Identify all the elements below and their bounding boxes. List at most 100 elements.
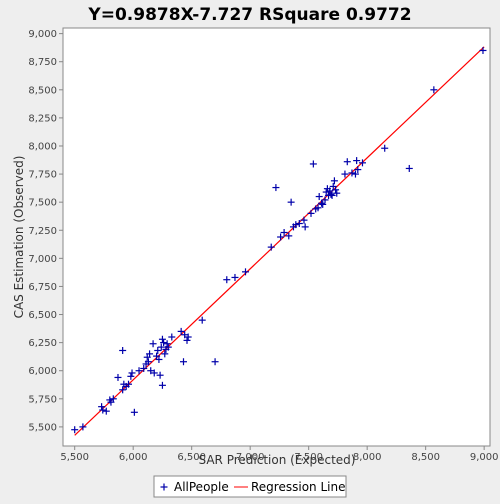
data-point	[161, 350, 169, 358]
data-point	[330, 177, 338, 185]
data-point	[125, 380, 133, 388]
data-point	[155, 355, 163, 363]
data-point	[301, 223, 309, 231]
y-axis: 5,500 5,750 6,000 6,250 6,500 6,750 7,000 7,250…	[28, 29, 63, 433]
data-point	[292, 221, 300, 229]
x-tick-label: 8,000	[353, 452, 382, 463]
data-point	[327, 190, 335, 198]
data-point	[326, 187, 334, 195]
data-point	[114, 373, 122, 381]
legend-box	[153, 475, 347, 498]
data-point	[183, 336, 191, 344]
data-point	[277, 233, 285, 241]
data-point	[127, 372, 135, 380]
plot-area	[62, 27, 491, 447]
y-tick-label: 8,250	[28, 113, 57, 124]
data-point	[343, 158, 351, 166]
data-point	[280, 229, 288, 237]
data-point	[319, 200, 327, 208]
y-tick-label: 8,000	[28, 141, 57, 152]
data-point	[109, 395, 117, 403]
data-point	[184, 333, 192, 341]
data-point	[332, 186, 340, 194]
data-point	[156, 371, 164, 379]
data-point	[321, 196, 329, 204]
y-tick-label: 7,000	[28, 254, 57, 265]
y-tick-label: 5,500	[28, 422, 57, 433]
data-point	[241, 268, 249, 276]
data-point	[430, 86, 438, 94]
data-point	[328, 191, 336, 199]
x-tick-label: 5,500	[60, 452, 89, 463]
data-point	[160, 339, 168, 347]
data-point	[102, 407, 110, 415]
data-point	[300, 216, 308, 224]
x-axis-label: SAR Prediction (Expected)	[199, 453, 356, 467]
data-point	[198, 316, 206, 324]
x-tick-label: 8,500	[411, 452, 440, 463]
data-point	[98, 403, 106, 411]
data-point	[318, 199, 326, 207]
data-point	[158, 335, 166, 343]
data-point	[231, 273, 239, 281]
y-tick-label: 8,500	[28, 85, 57, 96]
regression-layer	[74, 46, 485, 436]
data-point	[140, 364, 148, 372]
legend: AllPeople Regression Line	[153, 475, 347, 498]
y-tick-label: 6,250	[28, 338, 57, 349]
data-point	[99, 406, 107, 414]
data-point	[128, 369, 136, 377]
data-point	[179, 358, 187, 366]
data-point	[149, 340, 157, 348]
x-tick-label: 6,000	[119, 452, 148, 463]
data-point	[307, 209, 315, 217]
y-tick-label: 6,500	[28, 310, 57, 321]
data-point	[211, 358, 219, 366]
y-tick-label: 7,500	[28, 198, 57, 209]
x-axis: 5,500 6,000 6,500 7,000 7,500 8,000 8,500 9,000	[60, 446, 498, 463]
data-point	[79, 423, 87, 431]
y-tick-label: 7,250	[28, 226, 57, 237]
x-tick-label: 9,000	[470, 452, 499, 463]
regression-line	[74, 46, 485, 436]
points-layer	[71, 46, 487, 434]
data-point	[285, 232, 293, 240]
data-point	[164, 343, 172, 351]
chart-title: Y=0.9878X-7.727 RSquare 0.9772	[87, 5, 411, 25]
data-point	[272, 184, 280, 192]
data-point	[71, 426, 79, 434]
data-point	[354, 166, 362, 174]
data-point	[353, 157, 361, 165]
y-tick-label: 5,750	[28, 394, 57, 405]
data-point	[267, 243, 275, 251]
y-tick-label: 6,750	[28, 282, 57, 293]
data-point	[147, 367, 155, 375]
data-point	[135, 367, 143, 375]
data-point	[351, 170, 359, 178]
data-point	[150, 369, 158, 377]
y-axis-label: CAS Estimation (Observed)	[12, 156, 26, 319]
y-tick-label: 9,000	[28, 29, 57, 40]
data-point	[295, 220, 303, 228]
y-tick-label: 7,750	[28, 170, 57, 181]
x-tick-label: 7,000	[236, 452, 265, 463]
data-point	[405, 164, 413, 172]
legend-plus-icon	[160, 483, 168, 491]
data-point	[223, 276, 231, 284]
data-point	[314, 204, 322, 212]
data-point	[119, 346, 127, 354]
data-point	[144, 358, 152, 366]
data-point	[341, 170, 349, 178]
x-tick-label: 6,500	[177, 452, 206, 463]
data-point	[158, 381, 166, 389]
data-point	[309, 160, 317, 168]
data-point	[130, 408, 138, 416]
data-point	[358, 159, 366, 167]
data-point	[146, 350, 154, 358]
data-point	[177, 327, 185, 335]
x-tick-label: 7,500	[294, 452, 323, 463]
data-point	[381, 144, 389, 152]
data-point	[157, 343, 165, 351]
